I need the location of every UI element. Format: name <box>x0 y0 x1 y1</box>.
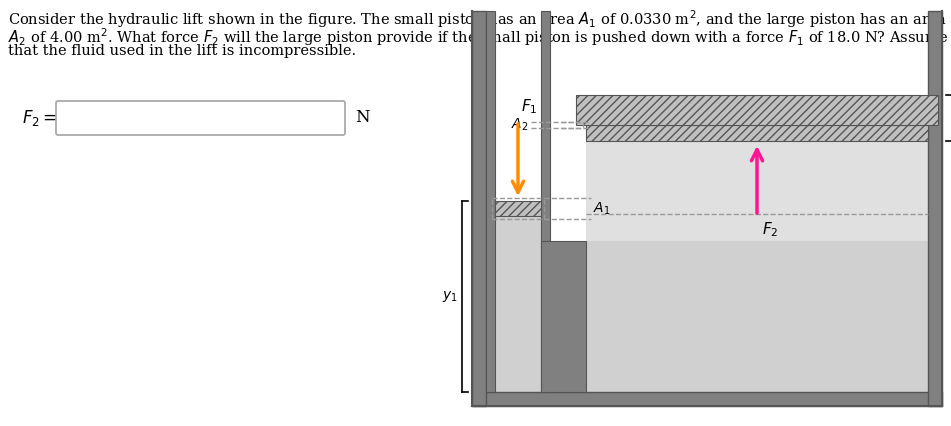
Text: $y_1$: $y_1$ <box>442 289 458 304</box>
Text: $F_1$: $F_1$ <box>521 97 537 116</box>
Text: Consider the hydraulic lift shown in the figure. The small piston has an area $A: Consider the hydraulic lift shown in the… <box>8 8 947 30</box>
Bar <box>928 11 942 406</box>
Bar <box>541 241 586 392</box>
Bar <box>586 125 928 141</box>
Text: that the fluid used in the lift is incompressible.: that the fluid used in the lift is incom… <box>8 44 356 58</box>
Text: $A_2$: $A_2$ <box>511 117 528 133</box>
Bar <box>495 201 541 216</box>
Text: $F_2$: $F_2$ <box>762 220 779 239</box>
Bar <box>495 11 541 201</box>
Bar <box>472 11 486 406</box>
Bar <box>486 11 495 392</box>
Text: $A_1$: $A_1$ <box>593 200 611 217</box>
Bar <box>495 216 541 392</box>
Text: $F_2 =$: $F_2 =$ <box>22 108 57 128</box>
FancyBboxPatch shape <box>56 101 345 135</box>
Bar <box>541 11 550 392</box>
Bar <box>586 141 928 241</box>
Text: $A_2$ of 4.00 m$^2$. What force $F_2$ will the large piston provide if the small: $A_2$ of 4.00 m$^2$. What force $F_2$ wi… <box>8 26 948 48</box>
Bar <box>472 392 942 406</box>
Bar <box>576 95 938 125</box>
Bar <box>576 11 938 95</box>
Bar <box>486 241 928 392</box>
Text: N: N <box>355 109 370 127</box>
